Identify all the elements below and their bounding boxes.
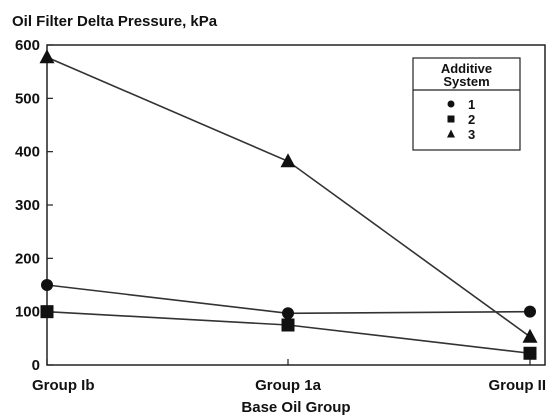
y-tick-label: 0 <box>32 357 40 374</box>
legend-marker-circle <box>447 100 455 108</box>
series-1-point-1 <box>41 279 53 291</box>
series-3-point-3 <box>522 328 538 343</box>
y-tick-label: 100 <box>15 304 40 321</box>
legend-title-line-2: System <box>443 74 489 89</box>
legend-title-line-1: Additive <box>441 61 492 76</box>
y-tick-label: 200 <box>15 250 40 267</box>
x-tick-label: Group II <box>489 377 547 394</box>
series-3-point-2 <box>280 153 296 168</box>
y-tick-label: 300 <box>15 197 40 214</box>
legend-entry-label: 3 <box>468 127 475 142</box>
chart-title: Oil Filter Delta Pressure, kPa <box>12 13 218 30</box>
legend-marker-square <box>447 115 455 123</box>
series-1-point-2 <box>282 307 294 320</box>
series-1-point-3 <box>524 305 536 318</box>
series-3-point-1 <box>39 49 55 64</box>
y-tick-label: 600 <box>15 37 40 54</box>
series-2-point-3 <box>523 346 537 360</box>
legend-marker-triangle <box>447 129 455 138</box>
legend: Additive System 123 <box>412 57 521 151</box>
y-axis: 0 100 200 300 400 500 600 <box>15 37 53 374</box>
x-axis: Group Ib Group 1a Group II <box>32 359 546 394</box>
series-2-point-2 <box>281 318 295 332</box>
legend-entry-label: 2 <box>468 112 475 127</box>
legend-entry-label: 1 <box>468 97 475 112</box>
legend-entries: 123 <box>447 97 475 142</box>
x-tick-label: Group 1a <box>255 377 322 394</box>
y-tick-label: 500 <box>15 90 40 107</box>
legend-box <box>412 57 521 151</box>
x-axis-label: Base Oil Group <box>241 399 350 416</box>
x-tick-label: Group Ib <box>32 377 95 394</box>
y-tick-label: 400 <box>15 144 40 161</box>
series-2-point-1 <box>40 305 54 319</box>
series-markers <box>39 49 538 360</box>
